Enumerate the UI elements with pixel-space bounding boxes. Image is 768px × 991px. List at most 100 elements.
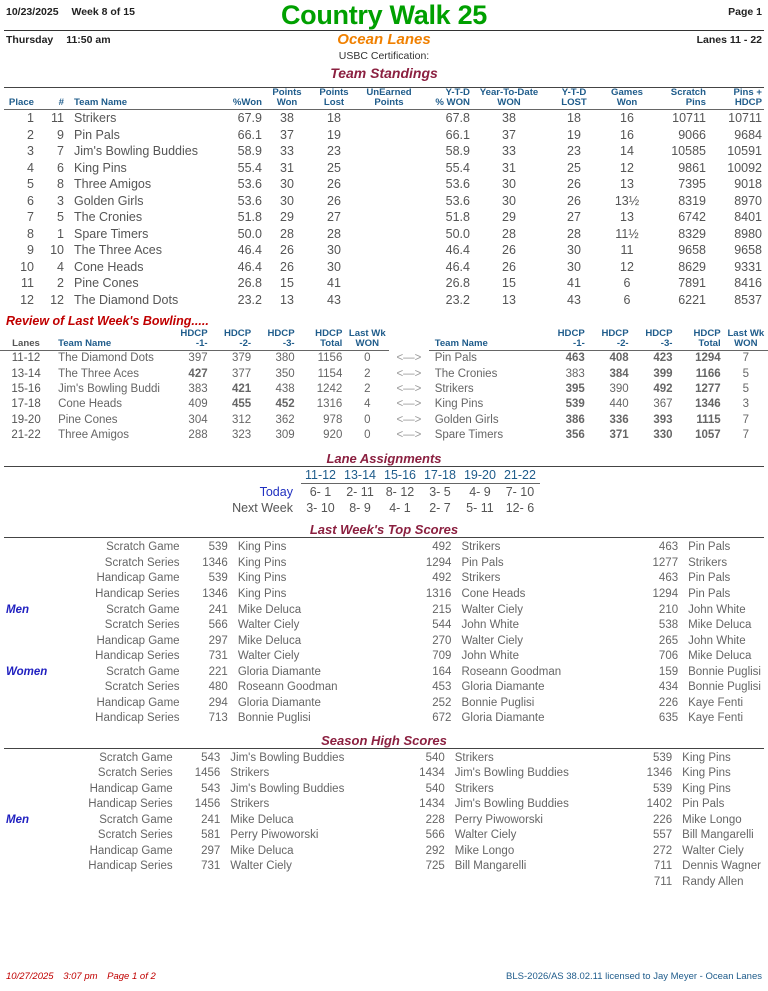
cell-review-won: 2: [364, 383, 371, 396]
score-name-3: Mike Longo: [682, 813, 742, 826]
cell-pins-hdcp: 8970: [734, 193, 762, 208]
th-review-total-2: HDCP Total: [675, 329, 724, 352]
versus-arrow-icon: <—>: [396, 352, 422, 364]
cell-review-won: 0: [364, 352, 371, 365]
score-row: Scratch Series 480 Roseann Goodman 453 Glori…: [4, 680, 764, 696]
score-group-team: [4, 782, 57, 798]
score-row: Scratch Game 543 Jim's Bowling Buddies 540 S…: [4, 751, 764, 767]
score-value-1: 1346: [202, 587, 228, 600]
score-name-2: Strikers: [454, 782, 494, 795]
cell-scratch-pins: 8319: [678, 193, 706, 208]
cell-scratch-pins: 8629: [678, 259, 706, 274]
th-unearned-points: UnEarned Points: [358, 87, 420, 111]
cell-games-won: 16: [620, 111, 634, 126]
score-group-men: Men: [6, 603, 29, 616]
cell-team-name: Three Amigos: [74, 177, 152, 192]
score-group-men: [4, 875, 57, 891]
score-group-men: Men: [6, 813, 29, 826]
cell-review-hdcp2: 323: [231, 429, 252, 442]
footer-license: BLS-2026/AS 38.02.11 licensed to Jay Mey…: [506, 971, 762, 982]
lane-next-week-matchup: 8- 9: [349, 501, 371, 516]
report-title: Team Standings: [330, 65, 438, 81]
versus-arrow-icon: <—>: [396, 398, 422, 411]
score-value-3: 557: [652, 829, 673, 842]
review-row: 17-18 Cone Heads 409 455 452 1316 4: [0, 397, 389, 412]
cell-points-won: 38: [280, 111, 294, 126]
score-value-3: 1402: [646, 798, 673, 811]
cell-points-lost: 19: [327, 127, 341, 142]
score-value-2: [394, 875, 447, 891]
cell-pins-hdcp: 8416: [734, 276, 762, 291]
cell-ytd-pct-won: 53.6: [445, 177, 470, 192]
cell-team-number: 8: [57, 177, 64, 192]
th-review-hdcp2-2: HDCP -2-: [587, 329, 632, 352]
cell-games-won: 14: [620, 144, 634, 159]
cell-review-hdcp1: 397: [188, 352, 208, 365]
cell-place: 6: [27, 193, 34, 208]
review-title: Review of Last Week's Bowling.....: [6, 314, 209, 329]
cell-pins-hdcp: 9018: [734, 177, 762, 192]
cell-ytd-pct-won: 55.4: [445, 160, 470, 175]
score-value-2: 492: [432, 541, 452, 554]
review-left-table: Lanes Team Name HDCP -1- HDCP -2- HDCP -3- …: [0, 329, 390, 444]
cell-points-won: 33: [280, 144, 294, 159]
score-name-1: Gloria Diamante: [237, 696, 321, 709]
cell-review-total: 1057: [695, 429, 721, 442]
masthead: 10/23/2025 Week 8 of 15 Country Walk 25 …: [0, 0, 768, 30]
lane-today-matchup: 8- 12: [385, 484, 415, 499]
cell-review-hdcp1: 463: [565, 352, 585, 365]
cell-team-name: Jim's Bowling Buddies: [74, 144, 198, 159]
review-row: 11-12 The Diamond Dots 397 379 380 1156 0: [0, 351, 389, 367]
score-name-1: Walter Ciely: [237, 650, 300, 663]
lane-next-week-matchup: 2- 7: [429, 501, 451, 516]
cell-review-total: 1166: [695, 367, 721, 380]
cell-games-won: 12: [620, 259, 634, 274]
lane-header-cell: 19-20: [459, 466, 500, 484]
review-row: <—> Strikers 395 390 492 1277 5: [389, 382, 768, 397]
season-high-divider: [4, 747, 764, 749]
score-group-men: [4, 844, 57, 860]
th-scratch-pins: Scratch Pins: [652, 87, 708, 111]
score-value-2: 544: [432, 619, 452, 632]
cell-review-total: 920: [323, 429, 343, 442]
score-name-1: Bonnie Puglisi: [237, 712, 311, 725]
score-category-label: Handicap Game: [96, 572, 180, 585]
score-value-3: 1294: [652, 587, 679, 600]
score-value-3: 1277: [652, 556, 679, 569]
cell-ytd-pct-won: 50.0: [445, 226, 470, 241]
score-name-1: Gloria Diamante: [237, 665, 321, 678]
cell-games-won: 12: [620, 160, 634, 175]
cell-pct-won: 50.0: [237, 226, 262, 241]
score-value-1: 294: [208, 696, 228, 709]
cell-review-total: 1346: [695, 398, 721, 411]
cell-unearned-points: [358, 176, 420, 193]
league-title: Country Walk 25: [280, 0, 488, 30]
score-value-3: 272: [652, 844, 673, 857]
score-row: Handicap Series 1456 Strikers 1434 Jim's Bow…: [4, 797, 764, 813]
cell-review-won: 7: [742, 429, 750, 442]
cell-review-hdcp1: 383: [565, 367, 585, 380]
cell-review-team: King Pins: [434, 398, 484, 411]
cell-ytd-lost: 28: [567, 226, 581, 241]
cell-review-hdcp2: 408: [609, 352, 629, 365]
cell-review-team: Strikers: [434, 383, 474, 396]
cell-scratch-pins: 10585: [671, 144, 706, 159]
cell-points-won: 26: [280, 243, 294, 258]
cell-review-hdcp3: 452: [275, 398, 295, 411]
cell-games-won: 11: [620, 243, 634, 258]
th-review-lanes: Lanes: [0, 329, 53, 352]
cell-ytd-won: 28: [502, 226, 516, 241]
th-review-hdcp1-2: HDCP -1-: [543, 329, 588, 352]
score-value-3: 226: [658, 696, 679, 709]
th-review-hdcp3-2: HDCP -3-: [631, 329, 676, 352]
score-name-1: Jim's Bowling Buddies: [230, 782, 345, 795]
cell-points-won: 31: [280, 160, 294, 175]
th-ytd-won: Year-To-Date WON: [472, 87, 546, 111]
cell-ytd-lost: 25: [567, 160, 581, 175]
versus-arrow-icon: <—>: [396, 413, 422, 426]
th-place: Place: [4, 88, 36, 111]
cell-team-number: 6: [57, 160, 64, 175]
versus-arrow-icon: <—>: [396, 367, 422, 380]
score-name-1: Strikers: [230, 798, 270, 811]
cell-review-hdcp2: 379: [231, 352, 252, 365]
